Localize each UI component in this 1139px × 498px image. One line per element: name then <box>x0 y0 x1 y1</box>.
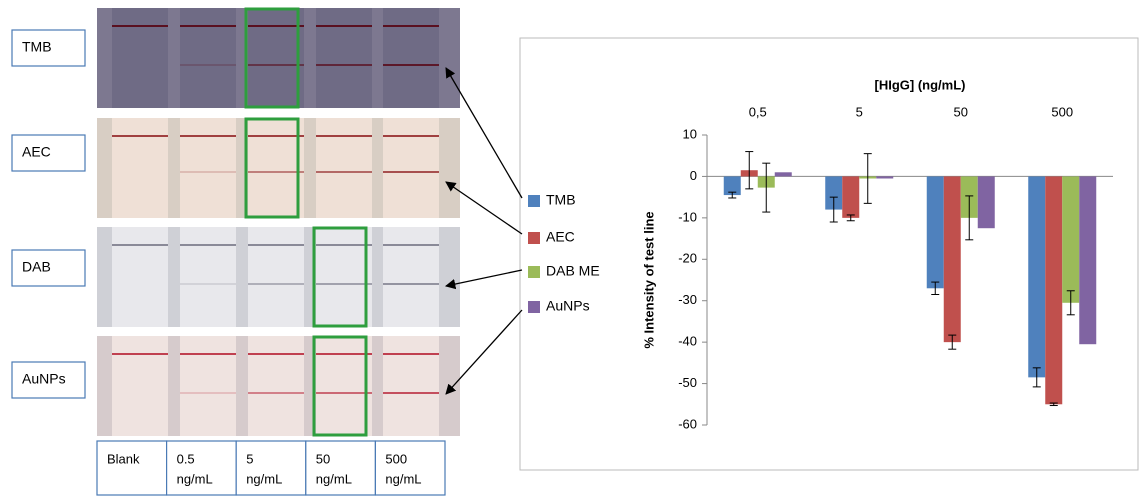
legend-label: AuNPs <box>546 298 590 314</box>
strip <box>316 8 372 108</box>
strip <box>383 336 439 436</box>
column-cell <box>167 441 237 495</box>
y-tick-label: -60 <box>678 416 697 431</box>
x-tick-label: 50 <box>954 104 968 119</box>
y-tick-label: -10 <box>678 209 697 224</box>
strip <box>248 8 304 108</box>
row-label: AuNPs <box>22 371 66 387</box>
column-cell <box>236 441 306 495</box>
bar <box>1045 176 1062 404</box>
legend-label: DAB ME <box>546 263 600 279</box>
strip <box>316 336 372 436</box>
bar <box>1028 176 1045 377</box>
strip <box>112 118 168 218</box>
strip-photos: TMB AEC DAB AuNPs Blank 0.5 ng/mL 5 ng/mL 50 ng/mL… <box>12 8 460 495</box>
strip <box>316 118 372 218</box>
column-label: Blank <box>107 451 140 466</box>
y-tick-label: -20 <box>678 251 697 266</box>
y-tick-label: -40 <box>678 334 697 349</box>
column-label: 500 <box>385 451 407 466</box>
bar <box>842 176 859 217</box>
column-cell <box>97 441 167 495</box>
legend-swatch <box>528 232 540 244</box>
bar <box>927 176 944 288</box>
column-cell <box>306 441 376 495</box>
legend-label: AEC <box>546 229 575 245</box>
x-tick-label: 0,5 <box>749 104 767 119</box>
strip <box>316 227 372 327</box>
column-label: ng/mL <box>385 471 421 486</box>
bar <box>944 176 961 342</box>
strip <box>112 8 168 108</box>
bar <box>876 176 893 178</box>
bar <box>1079 176 1096 344</box>
strip <box>248 118 304 218</box>
strip <box>180 336 236 436</box>
strip <box>248 336 304 436</box>
column-cell <box>375 441 445 495</box>
row-label: TMB <box>22 39 52 55</box>
legend-swatch <box>528 266 540 278</box>
row-label: DAB <box>22 259 51 275</box>
strip <box>112 227 168 327</box>
strip <box>180 118 236 218</box>
bar <box>978 176 995 228</box>
bar <box>775 172 792 176</box>
legend-swatch <box>528 195 540 207</box>
column-label: 50 <box>316 451 330 466</box>
x-tick-label: 500 <box>1051 104 1073 119</box>
x-axis-title: [HIgG] (ng/mL) <box>875 77 966 92</box>
legend-swatch <box>528 301 540 313</box>
figure: TMBAECDABAuNPsBlank0.5ng/mL5ng/mL50ng/mL… <box>0 0 1139 498</box>
strip <box>383 8 439 108</box>
strip <box>180 8 236 108</box>
strip <box>248 227 304 327</box>
strip <box>112 336 168 436</box>
column-label: 5 <box>246 451 253 466</box>
strip <box>383 227 439 327</box>
y-tick-label: 0 <box>690 168 697 183</box>
legend-label: TMB <box>546 192 576 208</box>
x-tick-label: 5 <box>856 104 863 119</box>
y-axis-title: % Intensity of test line <box>641 211 656 348</box>
column-label: ng/mL <box>246 471 282 486</box>
y-tick-label: -50 <box>678 375 697 390</box>
column-label: ng/mL <box>177 471 213 486</box>
column-label: ng/mL <box>316 471 352 486</box>
strip <box>383 118 439 218</box>
y-tick-label: -30 <box>678 292 697 307</box>
y-tick-label: 10 <box>683 126 697 141</box>
bar <box>1062 176 1079 302</box>
row-label: AEC <box>22 144 51 160</box>
column-label: 0.5 <box>177 451 195 466</box>
strip <box>180 227 236 327</box>
